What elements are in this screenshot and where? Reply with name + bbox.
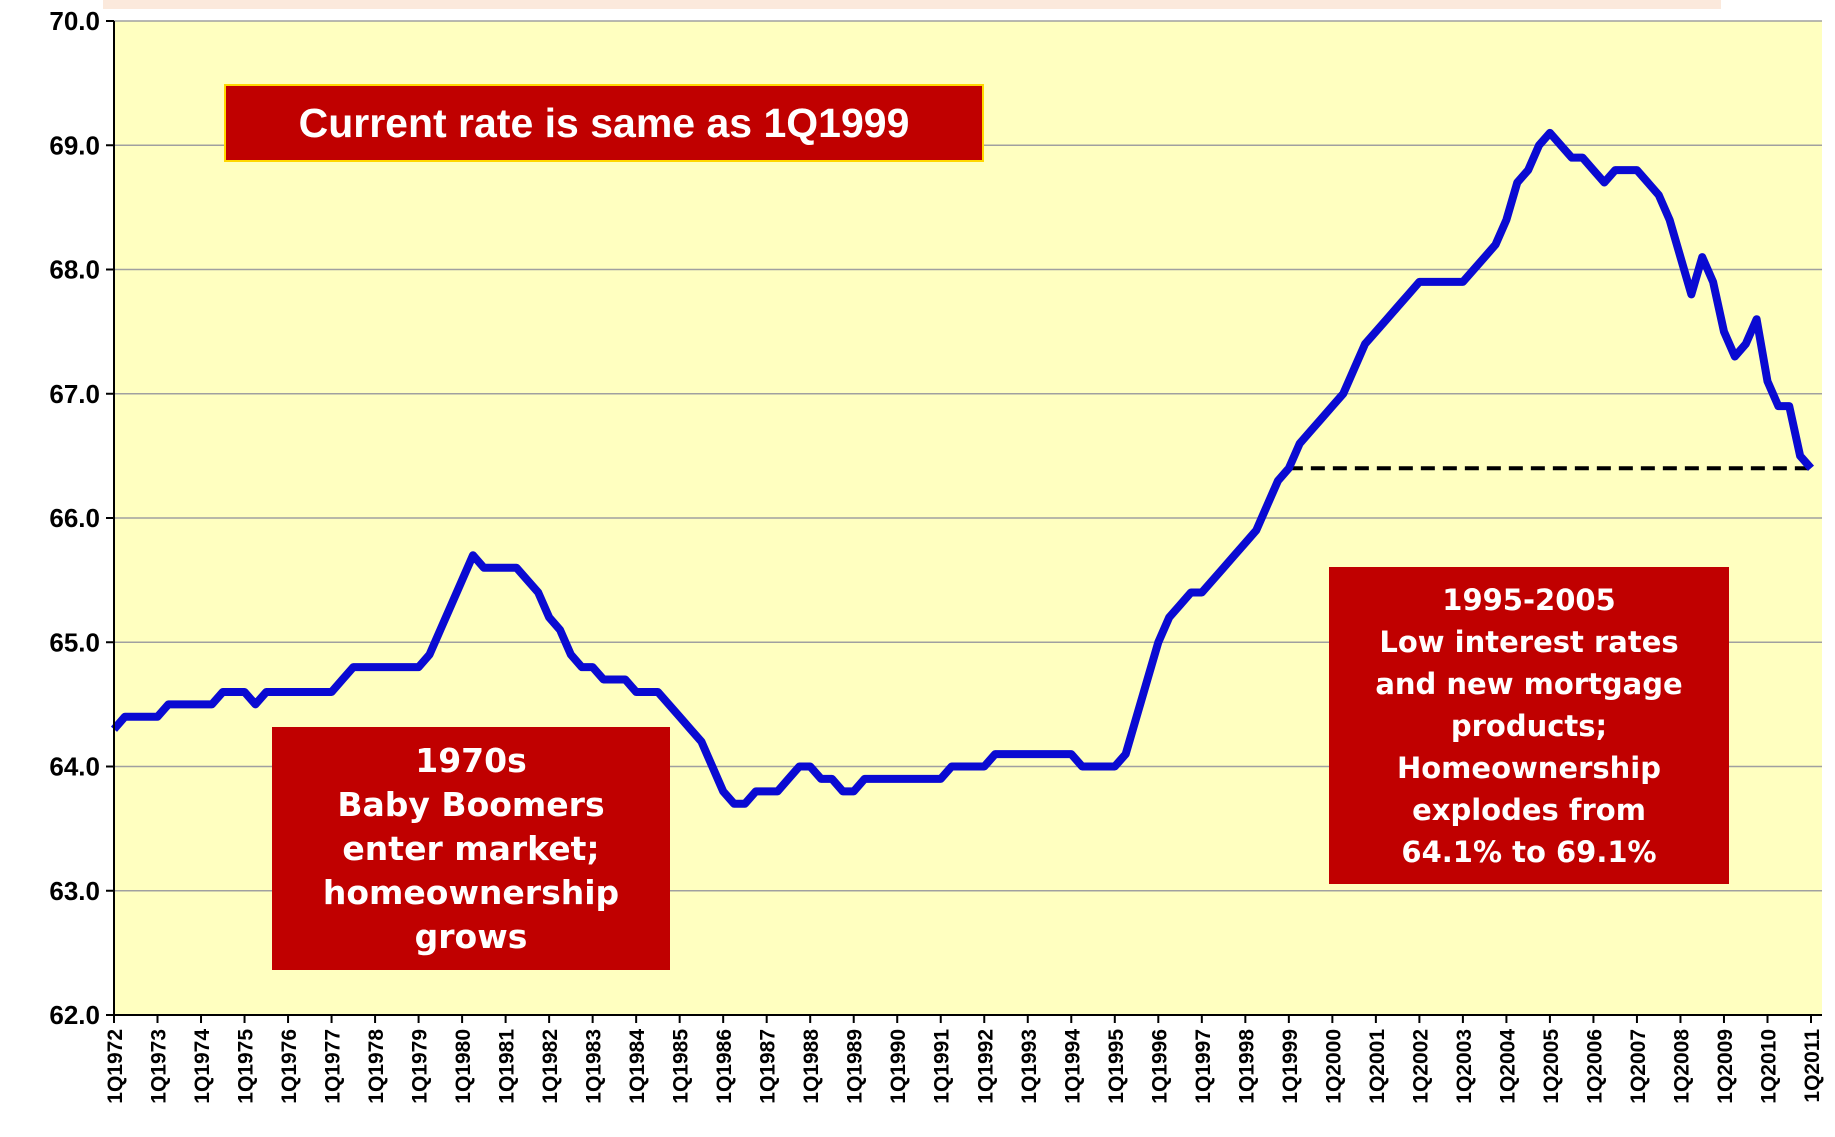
x-tick-label: 1Q1993 (1018, 1029, 1041, 1104)
y-tick-label: 70.0 (49, 6, 100, 36)
annotation-line: explodes from (1412, 792, 1646, 827)
x-tick-label: 1Q1996 (1148, 1029, 1171, 1104)
x-tick-label: 1Q2004 (1496, 1029, 1519, 1104)
annotation-line: Baby Boomers (337, 784, 605, 824)
annotation: 1995-2005 Low interest rates and new mortg… (1329, 567, 1729, 884)
x-tick-label: 1Q2008 (1670, 1029, 1693, 1104)
x-tick-label: 1Q2007 (1627, 1029, 1650, 1104)
y-tick-label: 62.0 (49, 1000, 100, 1030)
x-tick-label: 1Q1981 (496, 1029, 519, 1104)
x-tick-label: 1Q1980 (452, 1029, 475, 1104)
y-tick-label: 64.0 (49, 752, 100, 782)
x-tick-label: 1Q1987 (757, 1029, 780, 1104)
marks (110, 128, 1815, 808)
x-tick-label: 1Q2011 (1801, 1029, 1824, 1103)
x-tick-label: 1Q1990 (887, 1029, 910, 1104)
x-tick-label: 1Q1991 (931, 1029, 954, 1104)
x-tick-label: 1Q1979 (409, 1029, 432, 1104)
x-tick-label: 1Q1985 (670, 1029, 693, 1104)
x-tick-label: 1Q2000 (1322, 1029, 1345, 1104)
x-tick-label: 1Q1984 (626, 1029, 649, 1104)
x-tick-label: 1Q1975 (235, 1029, 258, 1104)
x-tick-label: 1Q1986 (713, 1029, 736, 1104)
x-tick-label: 1Q1995 (1105, 1029, 1128, 1104)
x-tick-label: 1Q1992 (974, 1029, 997, 1104)
x-tick-label: 1Q2010 (1757, 1029, 1780, 1104)
y-tick-label: 63.0 (49, 876, 100, 906)
x-tick-label: 1Q2005 (1540, 1029, 1563, 1104)
x-tick-label: 1Q1989 (844, 1029, 867, 1104)
y-tick-label: 67.0 (49, 379, 100, 409)
y-tick-label: 65.0 (49, 627, 100, 657)
annotation-line: and new mortgage (1375, 666, 1683, 701)
annotation-line: 64.1% to 69.1% (1401, 834, 1657, 869)
annotation: Current rate is same as 1Q1999 (224, 84, 984, 162)
x-tick-label: 1Q1977 (322, 1029, 345, 1104)
x-tick-label: 1Q1988 (800, 1029, 823, 1104)
annotation-line: homeownership (322, 872, 620, 912)
annotation-line: products; (1450, 708, 1608, 743)
x-tick-label: 1Q2009 (1714, 1029, 1737, 1104)
annotation-line: 1970s (415, 740, 527, 780)
annotation-line: enter market; (342, 828, 600, 868)
labels: 62.0 63.0 64.0 65.0 66.0 67.0 68.0 69.0 70.0 1Q19… (49, 6, 1824, 1104)
header-band (103, 0, 1721, 9)
y-tick-label: 68.0 (49, 255, 100, 285)
x-tick-label: 1Q1974 (191, 1029, 214, 1104)
x-tick-label: 1Q1976 (278, 1029, 301, 1104)
x-tick-label: 1Q1973 (148, 1029, 171, 1104)
annotation-line: Homeownership (1396, 750, 1662, 785)
x-tick-label: 1Q2001 (1366, 1029, 1389, 1104)
x-tick-label: 1Q1972 (104, 1029, 127, 1104)
annotation-line: Low interest rates (1379, 624, 1679, 659)
y-tick-label: 69.0 (49, 130, 100, 160)
x-tick-label: 1Q1994 (1061, 1029, 1084, 1104)
x-tick-label: 1Q1978 (365, 1029, 388, 1104)
x-tick-label: 1Q1997 (1192, 1029, 1215, 1104)
annotation: 1970s Baby Boomers enter market; homeowners… (272, 727, 670, 970)
y-tick-label: 66.0 (49, 503, 100, 533)
annotation-line: grows (414, 916, 528, 956)
annotation-line: 1995-2005 (1442, 582, 1616, 617)
x-tick-label: 1Q1983 (583, 1029, 606, 1104)
x-tick-label: 1Q2002 (1409, 1029, 1432, 1104)
annotation-line: Current rate is same as 1Q1999 (298, 99, 910, 146)
x-tick-label: 1Q1999 (1279, 1029, 1302, 1104)
x-tick-label: 1Q2003 (1453, 1029, 1476, 1104)
x-tick-label: 1Q1998 (1235, 1029, 1258, 1104)
x-tick-label: 1Q2006 (1583, 1029, 1606, 1104)
series-line (110, 128, 1815, 808)
x-tick-label: 1Q1982 (539, 1029, 562, 1104)
